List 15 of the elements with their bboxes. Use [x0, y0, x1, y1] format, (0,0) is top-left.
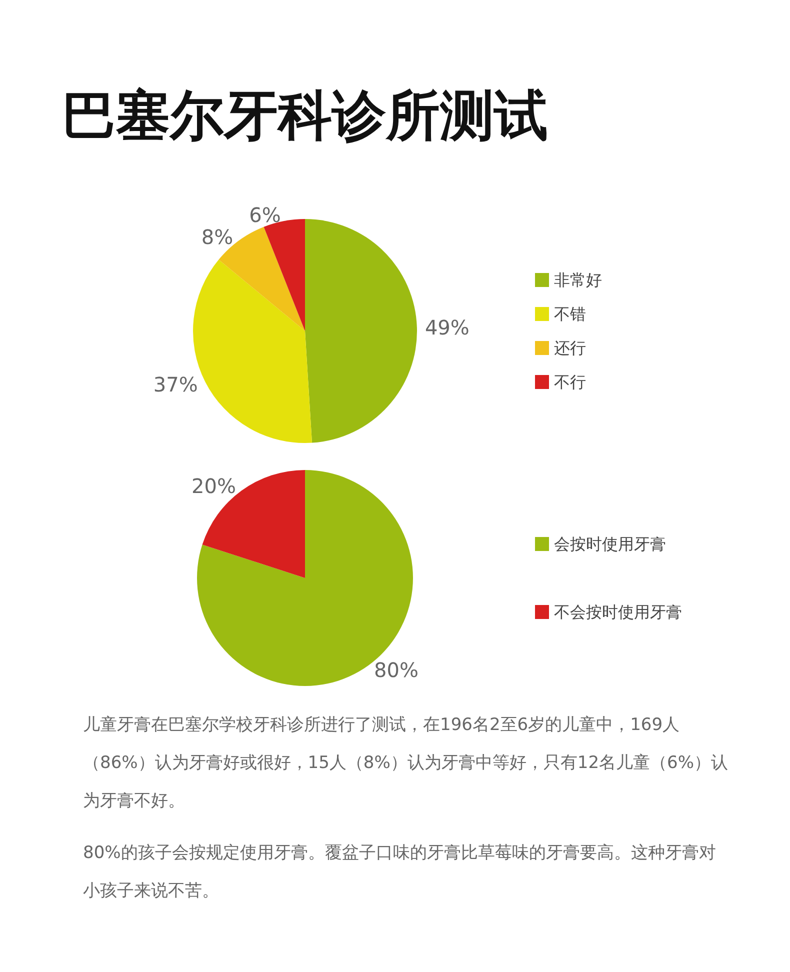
data-label: 37% — [153, 372, 198, 397]
data-label: 8% — [201, 225, 234, 250]
legend-label: 不会按时使用牙膏 — [554, 602, 682, 622]
data-label: 80% — [374, 658, 418, 682]
data-label: 49% — [424, 315, 470, 340]
text: 80%的孩子会按规定使用牙膏。覆盆子口味的牙膏比草莓味的牙膏要高。这种牙膏对小孩子来说不苦。 — [83, 842, 717, 903]
data-label: 20% — [192, 474, 236, 498]
legend-label: 会按时使用牙膏 — [554, 534, 666, 554]
chart-title: 巴塞尔牙科诊所测试 — [61, 83, 549, 149]
text: 儿童牙膏在巴塞尔学校牙科诊所进行了测试，在196名2至6岁的儿童中，169人（86%）认为牙膏好或很好，15人（8%）认为牙膏中等好，只有12名儿童（6%）认为牙膏不好。 — [83, 714, 729, 813]
legend-label: 还行 — [554, 338, 586, 358]
legend-label: 不错 — [554, 304, 586, 324]
legend-label: 非常好 — [554, 270, 602, 290]
legend-label: 不行 — [554, 372, 586, 392]
data-label: 6% — [249, 203, 281, 228]
